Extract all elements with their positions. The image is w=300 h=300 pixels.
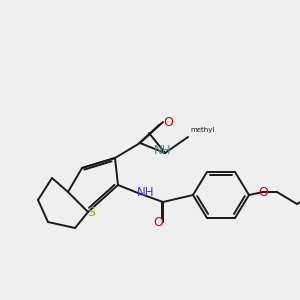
Text: O: O — [163, 116, 173, 128]
Text: NH: NH — [154, 145, 172, 158]
Text: O: O — [153, 217, 163, 230]
Text: methyl: methyl — [190, 127, 214, 133]
Text: S: S — [87, 206, 95, 220]
Text: NH: NH — [137, 185, 155, 199]
Text: O: O — [258, 185, 268, 199]
